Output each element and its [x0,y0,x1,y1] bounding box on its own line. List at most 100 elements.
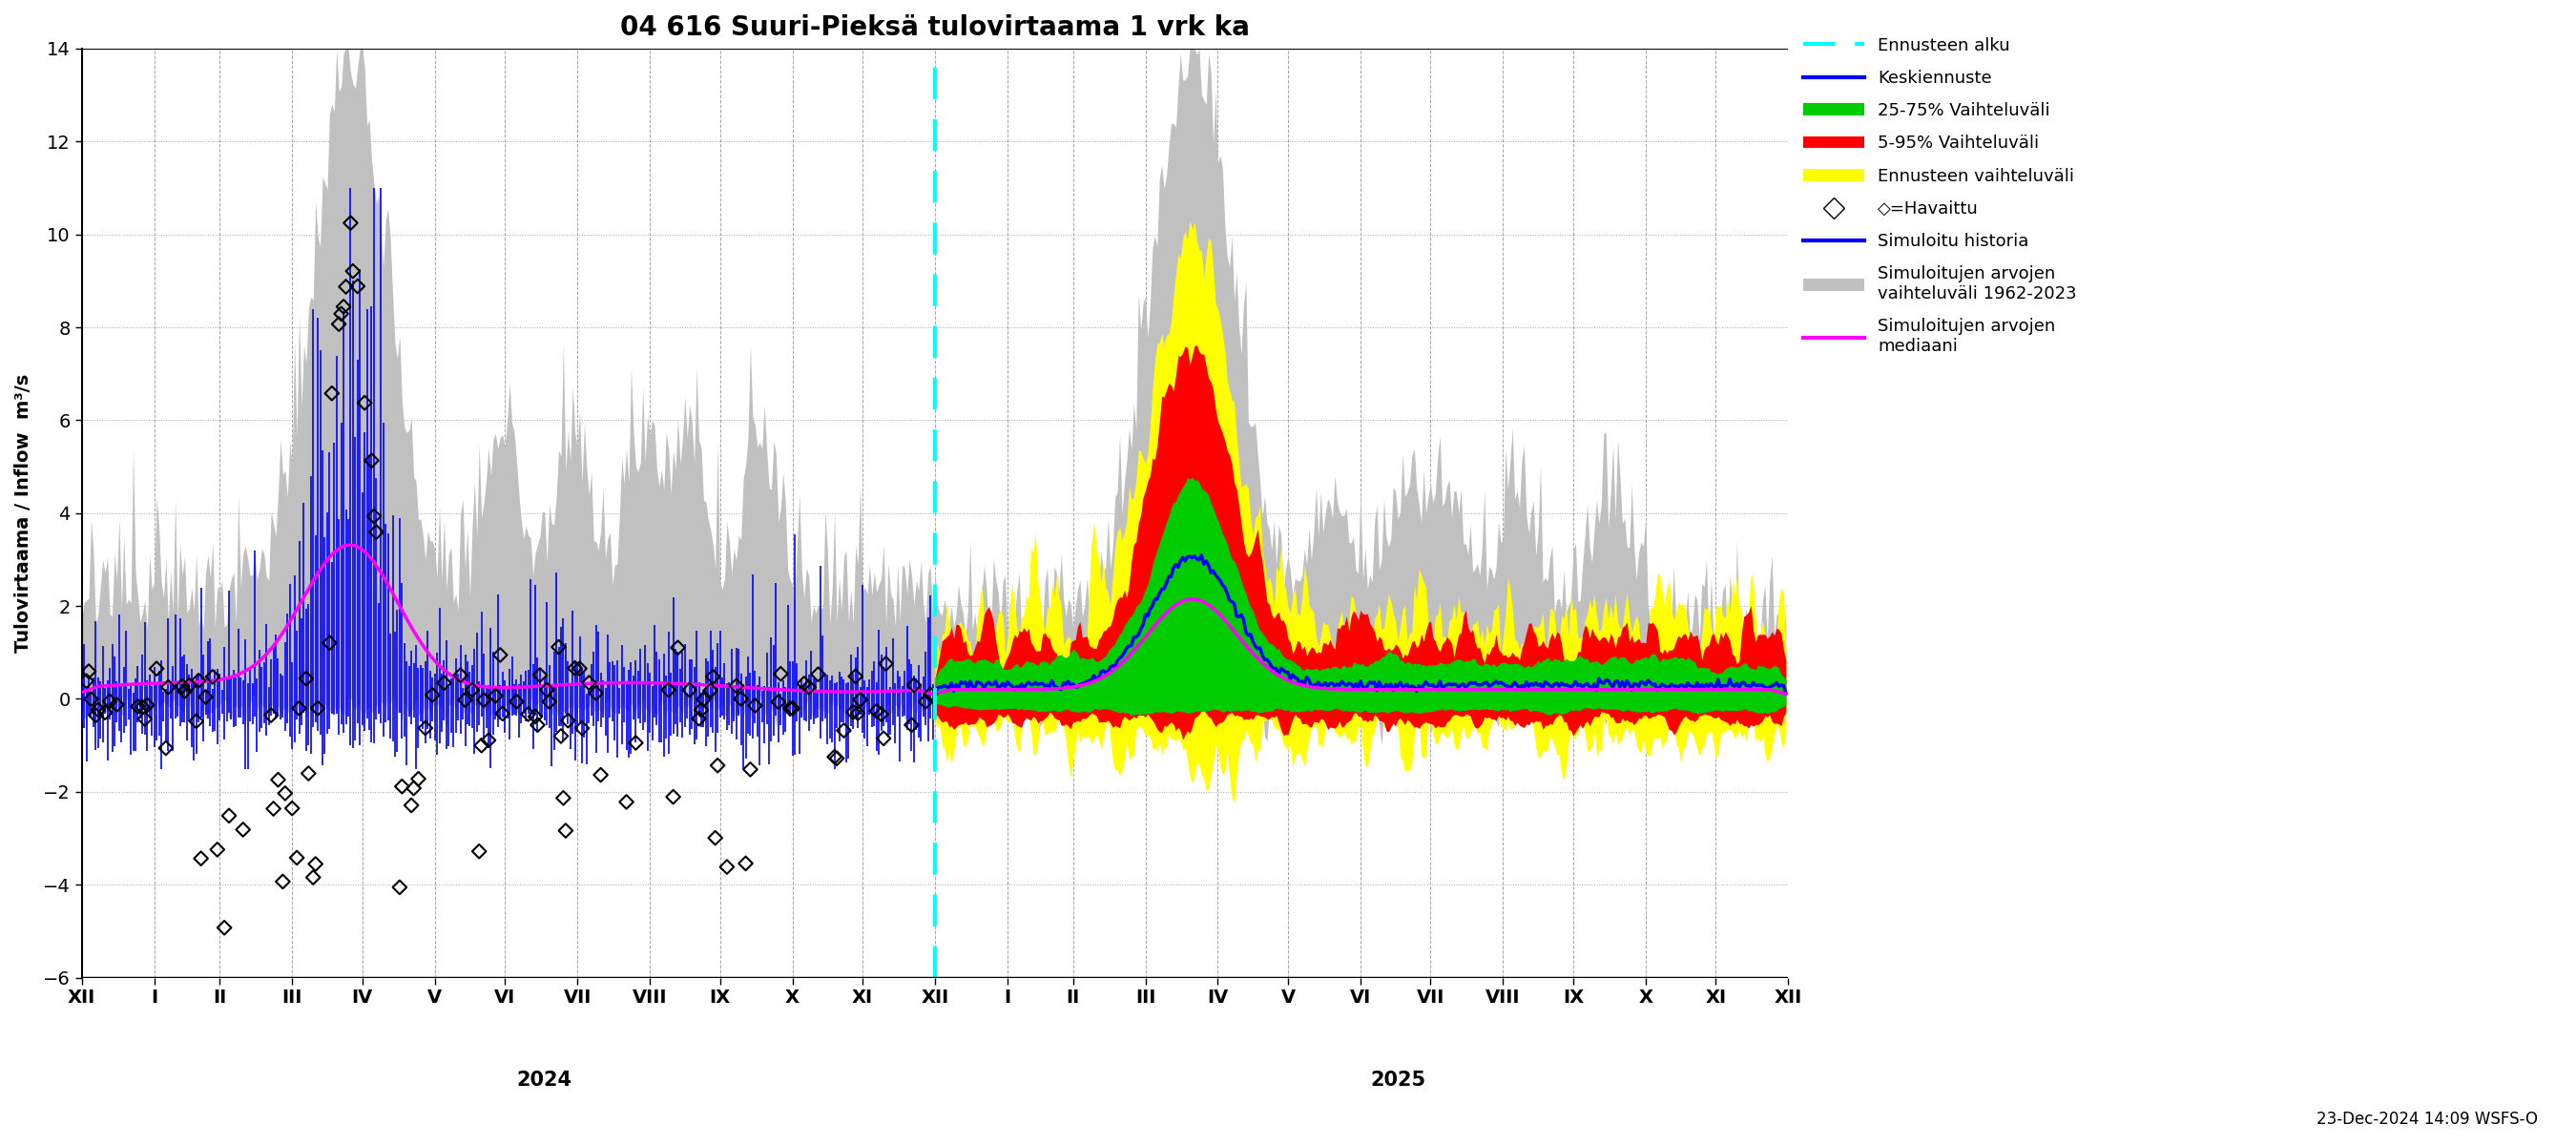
Point [690,681,732,700]
Point [544,789,585,807]
Point [538,638,580,656]
Point [580,766,621,784]
Point [683,690,724,709]
Point [770,700,811,718]
Point [515,708,556,726]
Point [894,676,935,694]
Point [866,655,907,673]
Point [518,716,559,734]
Point [855,702,896,720]
Point [461,736,502,755]
Point [204,918,245,937]
Point [459,843,500,861]
Point [353,507,394,526]
Point [698,757,739,775]
Point [263,872,304,891]
Point [729,760,770,779]
Point [147,678,188,696]
Point [837,704,878,722]
Point [193,668,234,686]
Point [178,671,219,689]
Point [90,692,131,710]
Point [185,688,227,706]
Point [909,685,951,703]
Point [574,684,616,702]
Point [422,673,464,692]
Point [289,764,330,782]
Point [863,729,904,748]
Point [799,665,840,684]
Point [507,705,549,724]
Point [118,697,160,716]
Point [250,706,291,725]
Point [144,739,185,757]
Point [734,696,775,714]
Point [773,700,814,718]
Point [440,666,482,685]
Point [75,706,116,725]
Point [724,854,765,872]
Point [569,673,611,692]
Point [265,784,307,803]
Point [337,277,379,295]
Point [294,855,335,874]
Point [124,710,165,728]
Point [693,668,734,686]
Point [67,662,108,680]
Point [325,277,366,295]
Point [528,693,569,711]
Point [126,696,167,714]
Point [860,705,902,724]
Point [497,693,538,711]
Point [840,690,881,709]
Point [167,677,209,695]
Point [482,704,523,722]
Point [446,690,487,709]
Point [474,687,515,705]
Point [716,677,757,695]
Point [85,703,126,721]
Point [554,660,595,678]
Point [345,394,386,412]
Point [276,848,317,867]
Point [832,703,873,721]
Point [649,681,690,700]
Point [95,695,137,713]
Point [546,821,587,839]
Point [77,701,118,719]
Point [165,682,206,701]
Point [381,777,422,796]
Text: 2025: 2025 [1370,1071,1425,1090]
Legend: Ennusteen alku, Keskiennuste, 25-75% Vaihteluväli, 5-95% Vaihteluväli, Ennusteen: Ennusteen alku, Keskiennuste, 25-75% Vai… [1798,30,2084,362]
Point [541,727,582,745]
Point [546,711,587,729]
Point [562,719,603,737]
Point [464,690,505,709]
Point [757,693,799,711]
Point [404,719,446,737]
Point [121,697,162,716]
Point [788,678,829,696]
Point [332,262,374,281]
Point [657,639,698,657]
Point [322,298,363,316]
Point [270,799,312,818]
Point [294,868,335,886]
Point [706,858,747,876]
Point [319,305,361,323]
Point [817,749,858,767]
Text: 23-Dec-2024 14:09 WSFS-O: 23-Dec-2024 14:09 WSFS-O [2316,1111,2537,1128]
Point [258,771,299,789]
Point [312,385,353,403]
Point [209,806,250,824]
Point [70,690,111,709]
Point [162,677,204,695]
Point [397,769,438,788]
Point [605,792,647,811]
Point [520,666,562,685]
Point [252,799,294,818]
Point [814,748,855,766]
Point [824,721,866,740]
Point [760,664,801,682]
Point [677,710,719,728]
